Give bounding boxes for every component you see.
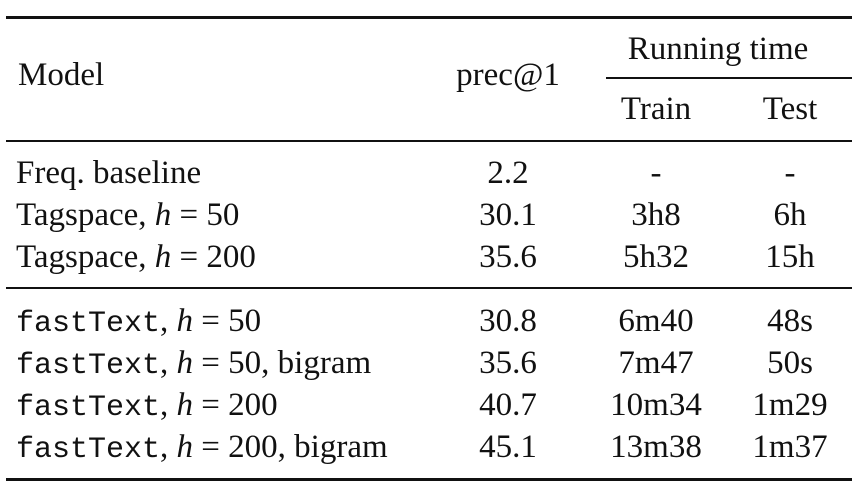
- group-separator-rule: [6, 287, 852, 289]
- row-3-train: 6m40: [618, 303, 694, 339]
- row-5-model-name: fastText: [16, 391, 161, 425]
- row-5-h-eq: = 200: [193, 387, 278, 423]
- row-3-prec: 30.8: [479, 303, 537, 339]
- row-4-h-var: h: [176, 345, 194, 381]
- row-3-test: 48s: [767, 303, 813, 339]
- row-6-model-name: fastText: [16, 433, 161, 467]
- row-6-h-var: h: [176, 429, 194, 465]
- row-6-train: 13m38: [610, 429, 702, 465]
- row-4-model-sep: ,: [160, 345, 177, 381]
- row-1-model: Tagspace, h = 50: [16, 197, 239, 233]
- header-train: Train: [620, 91, 692, 127]
- row-2-h-var: h: [154, 239, 172, 275]
- row-3-h-var: h: [176, 303, 194, 339]
- header-test: Test: [762, 91, 818, 127]
- row-0-train: -: [650, 155, 662, 191]
- row-1-test: 6h: [773, 197, 807, 233]
- row-4-suffix: , bigram: [261, 345, 372, 381]
- row-4-prec: 35.6: [479, 345, 537, 381]
- row-4-test: 50s: [767, 345, 813, 381]
- row-3-model-name: fastText: [16, 307, 161, 341]
- table-bottom-rule: [6, 478, 852, 481]
- row-1-h-var: h: [154, 197, 172, 233]
- row-6-model-sep: ,: [160, 429, 177, 465]
- row-1-model-sep: ,: [138, 197, 155, 233]
- row-2-model-name: Tagspace: [16, 239, 139, 275]
- row-5-model-sep: ,: [160, 387, 177, 423]
- header-running-time: Running time: [627, 31, 809, 67]
- row-0-test: -: [784, 155, 796, 191]
- running-time-subrule: [606, 77, 852, 79]
- row-0-model: Freq. baseline: [16, 155, 202, 191]
- row-5-test: 1m29: [752, 387, 828, 423]
- header-prec: prec@1: [456, 57, 560, 93]
- row-4-h-eq: = 50: [193, 345, 262, 381]
- row-1-h-eq: = 50: [171, 197, 240, 233]
- row-4-model-name: fastText: [16, 349, 161, 383]
- header-model: Model: [18, 57, 105, 93]
- row-5-prec: 40.7: [479, 387, 537, 423]
- row-3-model: fastText, h = 50: [16, 303, 261, 342]
- row-2-model-sep: ,: [138, 239, 155, 275]
- row-2-prec: 35.6: [479, 239, 537, 275]
- row-3-model-sep: ,: [160, 303, 177, 339]
- row-6-model: fastText, h = 200, bigram: [16, 429, 388, 468]
- row-3-h-eq: = 50: [193, 303, 262, 339]
- row-1-train: 3h8: [631, 197, 681, 233]
- row-2-test: 15h: [765, 239, 815, 275]
- row-2-h-eq: = 200: [171, 239, 256, 275]
- row-5-model: fastText, h = 200: [16, 387, 278, 426]
- row-5-h-var: h: [176, 387, 194, 423]
- row-6-test: 1m37: [752, 429, 828, 465]
- row-6-h-eq: = 200: [193, 429, 278, 465]
- row-4-model: fastText, h = 50, bigram: [16, 345, 371, 384]
- row-5-train: 10m34: [610, 387, 702, 423]
- header-bottom-rule: [6, 140, 852, 142]
- row-1-prec: 30.1: [479, 197, 537, 233]
- row-2-train: 5h32: [623, 239, 689, 275]
- row-6-prec: 45.1: [479, 429, 537, 465]
- row-2-model: Tagspace, h = 200: [16, 239, 256, 275]
- row-6-suffix: , bigram: [277, 429, 388, 465]
- row-1-model-name: Tagspace: [16, 197, 139, 233]
- table-top-rule: [6, 16, 852, 19]
- row-4-train: 7m47: [618, 345, 694, 381]
- row-0-prec: 2.2: [487, 155, 529, 191]
